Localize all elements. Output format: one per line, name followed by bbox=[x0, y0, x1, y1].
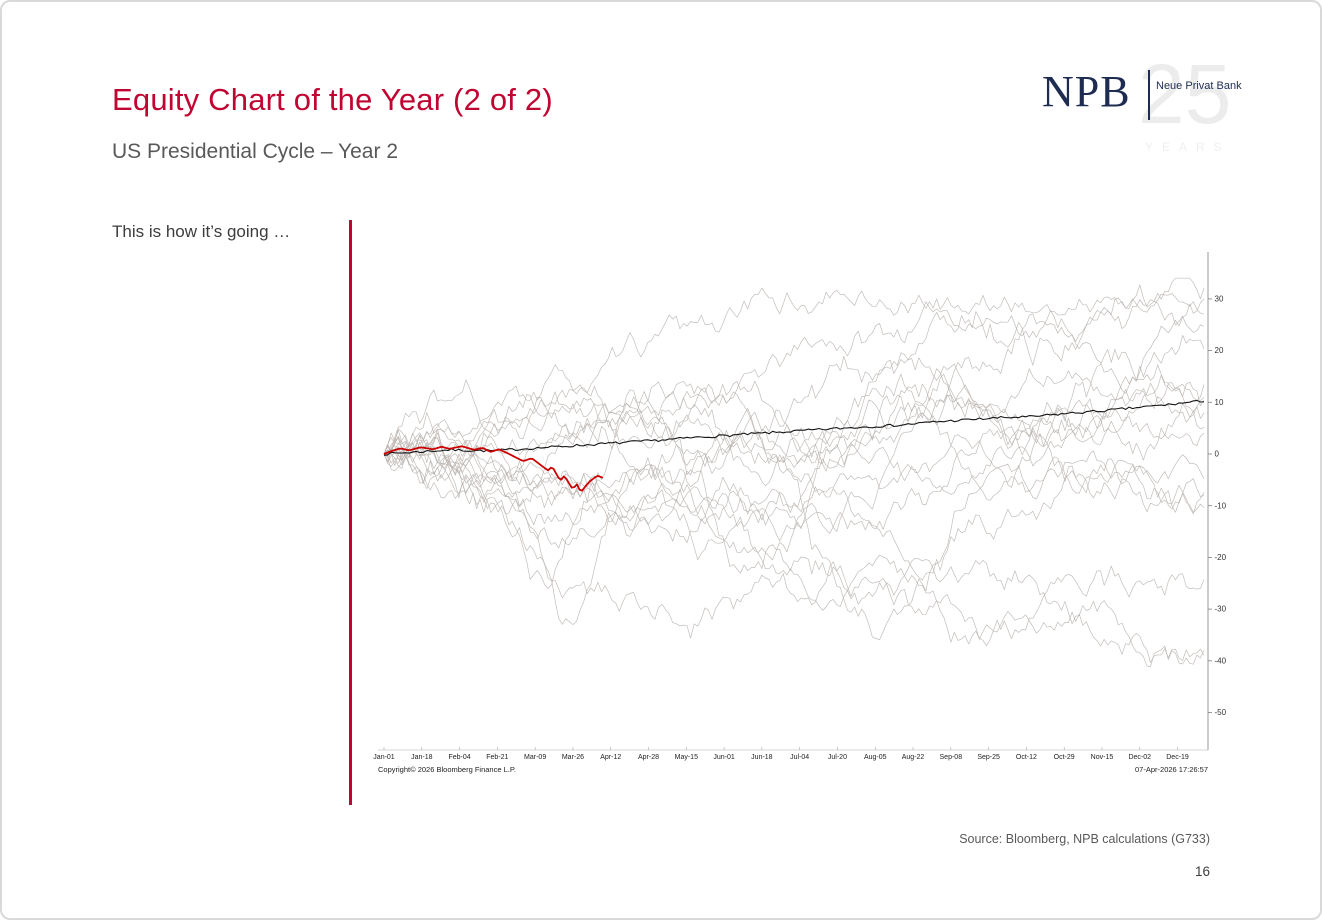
page-title: Equity Chart of the Year (2 of 2) bbox=[112, 82, 553, 117]
svg-text:Oct-29: Oct-29 bbox=[1054, 754, 1075, 761]
page-subtitle: US Presidential Cycle – Year 2 bbox=[112, 140, 398, 163]
vertical-accent-rule bbox=[349, 220, 352, 805]
svg-text:Copyright© 2026 Bloomberg Fina: Copyright© 2026 Bloomberg Finance L.P. bbox=[378, 765, 516, 774]
svg-text:0: 0 bbox=[1215, 450, 1220, 459]
svg-text:10: 10 bbox=[1215, 398, 1224, 407]
svg-text:-40: -40 bbox=[1215, 656, 1227, 665]
svg-text:07-Apr-2026 17:26:57: 07-Apr-2026 17:26:57 bbox=[1135, 765, 1208, 774]
svg-text:-10: -10 bbox=[1215, 501, 1227, 510]
npb-logo: 25 YEARS NPB Neue Privat Bank bbox=[1042, 52, 1282, 178]
page-number: 16 bbox=[1194, 864, 1210, 879]
logo-divider bbox=[1148, 70, 1150, 120]
svg-text:30: 30 bbox=[1215, 295, 1224, 304]
svg-text:Apr-12: Apr-12 bbox=[600, 754, 621, 761]
svg-text:Jul-20: Jul-20 bbox=[828, 754, 847, 761]
svg-text:Nov-15: Nov-15 bbox=[1091, 754, 1114, 761]
svg-text:Apr-28: Apr-28 bbox=[638, 754, 659, 761]
bank-name-label: Neue Privat Bank bbox=[1156, 80, 1242, 92]
svg-text:Jun-01: Jun-01 bbox=[713, 754, 735, 761]
svg-text:Aug-05: Aug-05 bbox=[864, 754, 887, 761]
svg-text:Sep-25: Sep-25 bbox=[977, 754, 1000, 761]
anniversary-25-watermark: 25 bbox=[1138, 47, 1232, 141]
npb-wordmark: NPB bbox=[1042, 67, 1131, 116]
anniversary-years-watermark: YEARS bbox=[1145, 140, 1231, 154]
svg-text:Mar-26: Mar-26 bbox=[562, 754, 584, 761]
svg-text:Oct-12: Oct-12 bbox=[1016, 754, 1037, 761]
svg-text:Aug-22: Aug-22 bbox=[902, 754, 925, 761]
chart-canvas: 30 20 10 0 -10 -20 -30 -40 -50 Jan-01 Jan-18 Feb-04… bbox=[373, 252, 1227, 774]
svg-text:-50: -50 bbox=[1215, 708, 1227, 717]
svg-text:May-15: May-15 bbox=[675, 754, 698, 761]
svg-text:Sep-08: Sep-08 bbox=[940, 754, 963, 761]
equity-chart: 30 20 10 0 -10 -20 -30 -40 -50 Jan-01 Jan-18 Feb-04… bbox=[360, 238, 1226, 786]
svg-text:Dec-02: Dec-02 bbox=[1128, 754, 1151, 761]
svg-text:-20: -20 bbox=[1215, 553, 1227, 562]
svg-text:-30: -30 bbox=[1215, 605, 1227, 614]
svg-text:Jun-18: Jun-18 bbox=[751, 754, 773, 761]
annotation-text: This is how it’s going … bbox=[112, 222, 291, 241]
svg-text:Jan-18: Jan-18 bbox=[411, 754, 433, 761]
svg-text:Dec-19: Dec-19 bbox=[1166, 754, 1189, 761]
svg-text:Feb-21: Feb-21 bbox=[486, 754, 508, 761]
source-text: Source: Bloomberg, NPB calculations (G73… bbox=[959, 832, 1210, 846]
svg-text:Jan-01: Jan-01 bbox=[373, 754, 395, 761]
svg-text:Jul-04: Jul-04 bbox=[790, 754, 809, 761]
svg-text:Mar-09: Mar-09 bbox=[524, 754, 546, 761]
svg-text:20: 20 bbox=[1215, 346, 1224, 355]
svg-text:Feb-04: Feb-04 bbox=[448, 754, 470, 761]
